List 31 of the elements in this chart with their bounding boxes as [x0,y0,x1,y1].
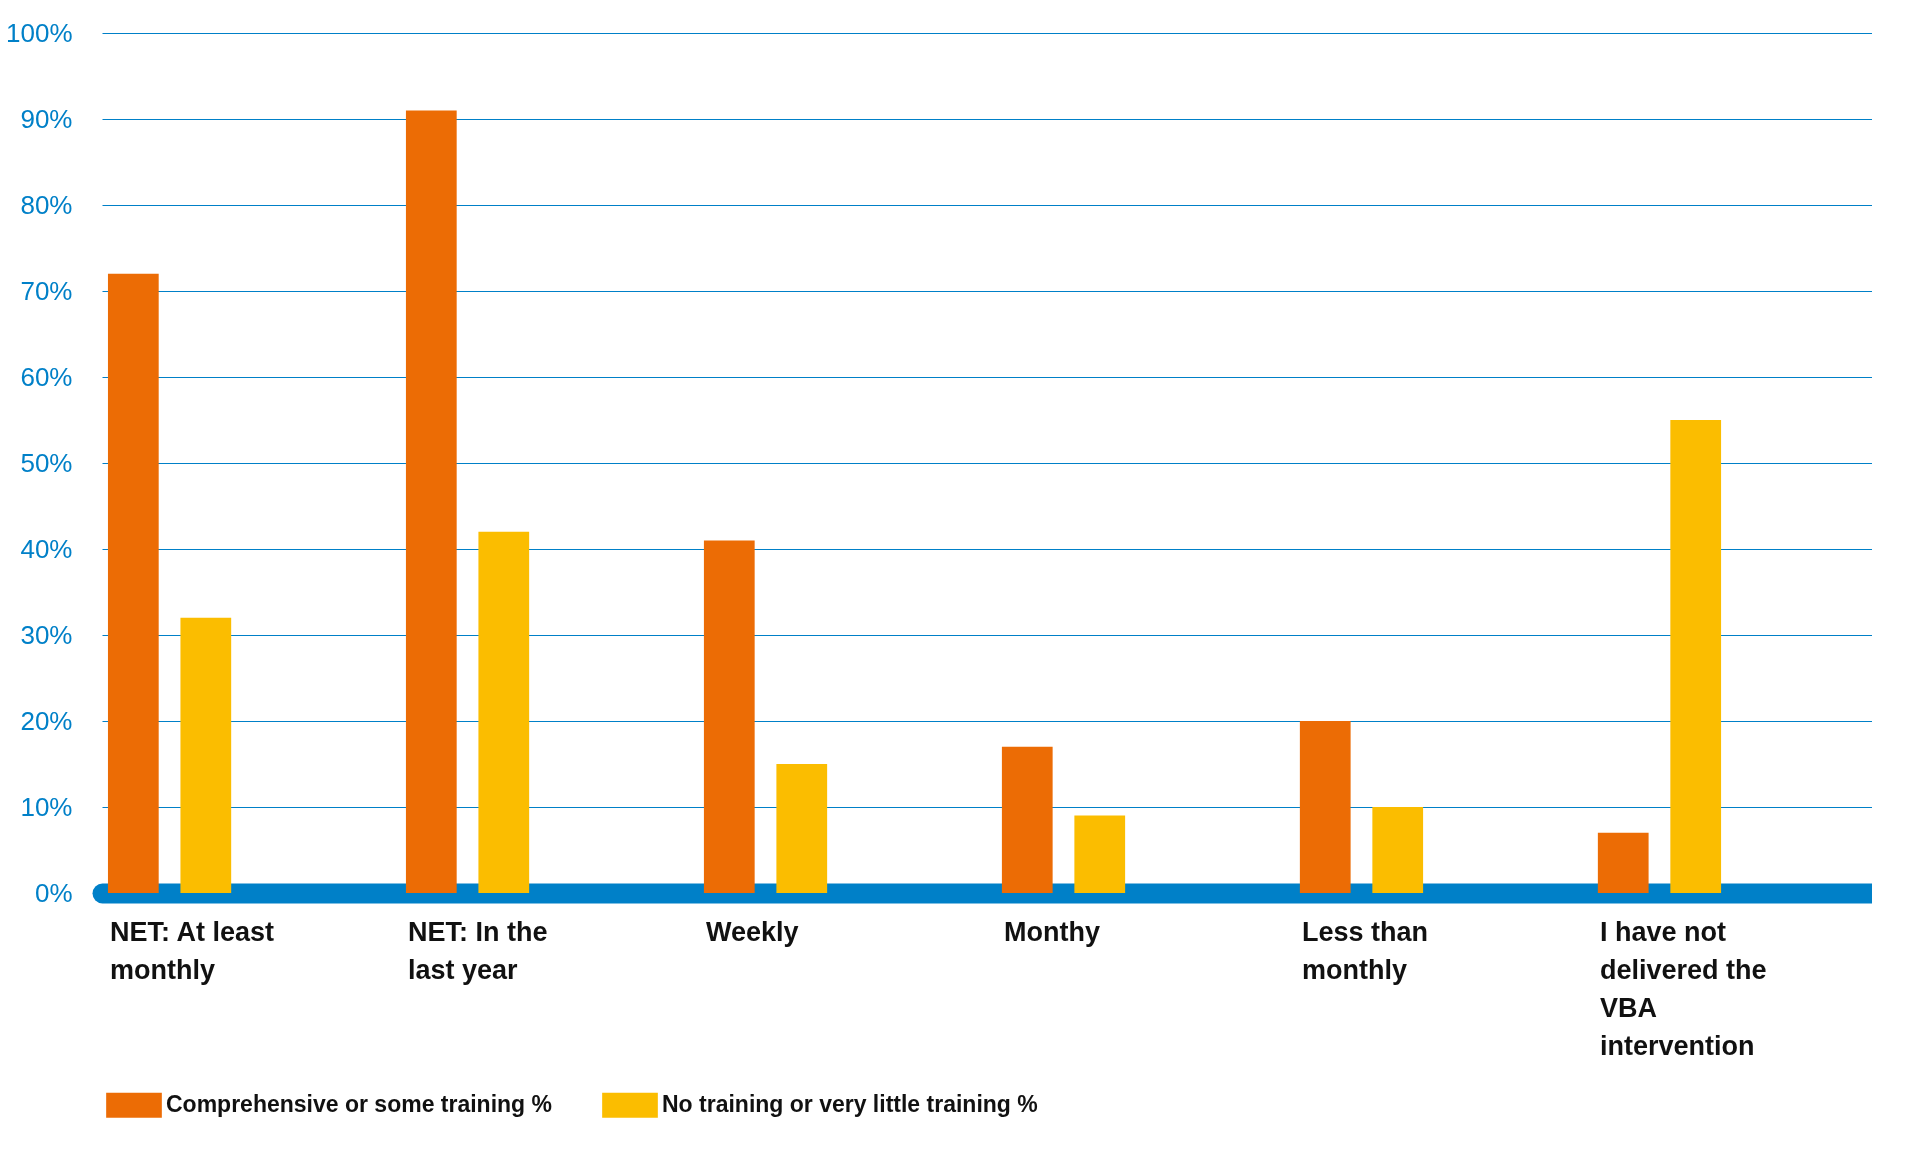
y-tick-label: 100% [6,17,73,48]
x-tick-label: Monthy [1003,916,1100,947]
x-tick-label: Less than monthly [1301,916,1429,985]
x-tick-label: Weekly [706,916,799,947]
bar [776,764,828,893]
legend-label: No training or very little training % [662,1091,1038,1118]
y-tick-label: 30% [20,619,73,650]
y-tick-label: 40% [20,533,73,564]
x-tick-label: NET: In the last year [408,916,548,985]
y-tick-label: 0% [34,877,73,908]
bar [1372,807,1424,893]
bar [1597,832,1649,893]
x-tick-label: NET: At least monthly [110,916,275,985]
y-tick-label: 20% [20,705,73,736]
y-tick-label: 70% [20,275,73,306]
bar [1299,721,1351,893]
legend-label: Comprehensive or some training % [166,1091,552,1118]
bar [1074,815,1126,893]
bar [1670,420,1722,893]
y-tick-label: 80% [20,189,73,220]
bar [180,617,232,893]
x-tick-label: I have not delivered the VBA intervention [1599,916,1767,1061]
y-tick-label: 50% [20,447,73,478]
bar [405,110,457,893]
bar [703,540,755,893]
bar [1001,746,1053,893]
y-tick-label: 90% [20,103,73,134]
bar [107,273,159,893]
bar [478,531,530,893]
y-tick-label: 60% [20,361,73,392]
y-tick-label: 10% [20,791,73,822]
